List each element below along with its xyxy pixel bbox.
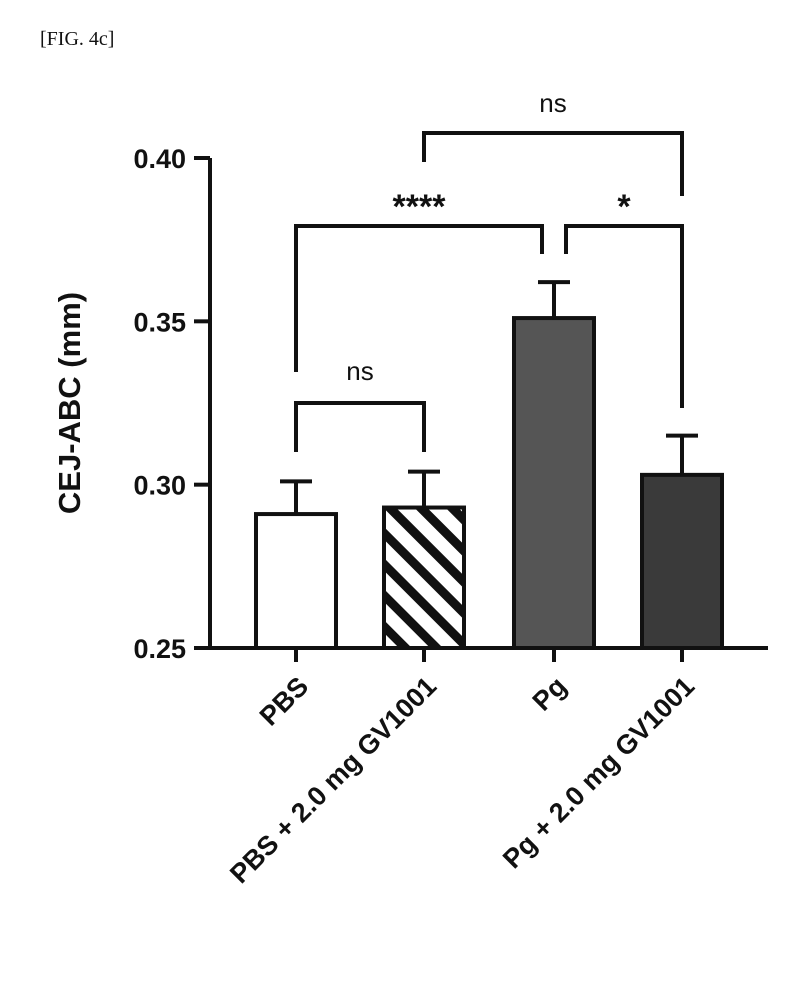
figure-label: [FIG. 4c]: [40, 28, 115, 50]
x-category-label: Pg + 2.0 mg GV1001: [497, 671, 700, 874]
x-category-label: Pg: [527, 671, 573, 717]
x-category-label: PBS + 2.0 mg GV1001: [224, 671, 442, 889]
bar: [512, 316, 596, 650]
significance-label: ****: [393, 188, 447, 226]
significance-bracket: [294, 224, 544, 372]
significance-label: *: [617, 188, 631, 226]
x-category-label: PBS: [254, 671, 314, 731]
y-tick-label: 0.40: [133, 144, 186, 174]
significance-bracket: [564, 224, 684, 408]
y-tick-label: 0.35: [133, 307, 186, 337]
bar: [254, 512, 338, 650]
y-tick-label: 0.30: [133, 471, 186, 501]
y-axis-title: CEJ-ABC (mm): [52, 292, 87, 514]
bar: [640, 472, 724, 650]
significance-label: ns: [346, 356, 373, 386]
y-tick-label: 0.25: [133, 634, 186, 664]
significance-label: ns: [539, 88, 566, 118]
bar: [382, 505, 466, 650]
significance-bracket: [294, 401, 426, 452]
significance-bracket: [422, 131, 684, 196]
